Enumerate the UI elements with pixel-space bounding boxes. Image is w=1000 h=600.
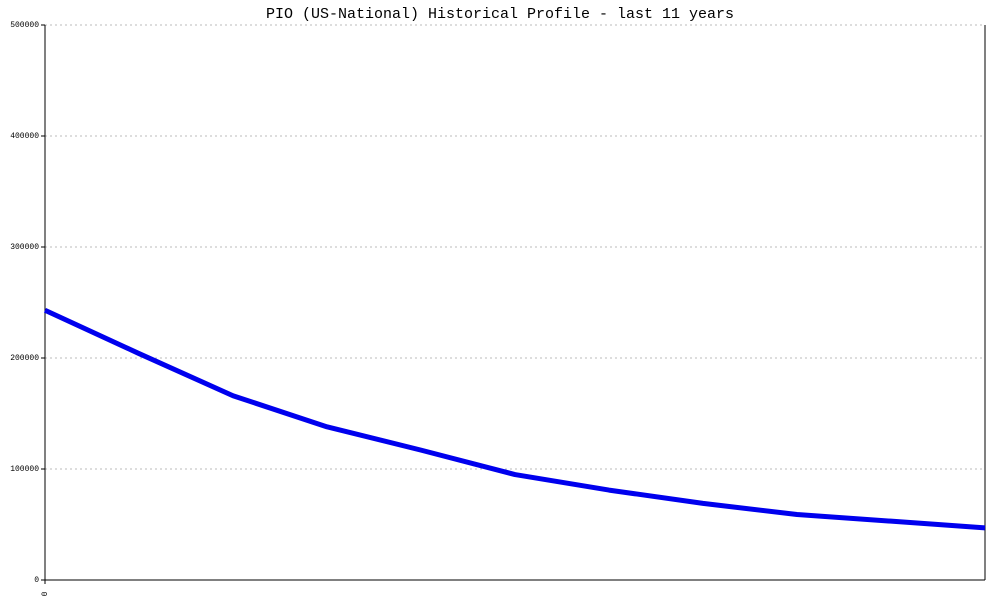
y-tick-label: 500000 — [10, 21, 39, 30]
y-tick-label: 0 — [34, 576, 39, 585]
y-tick-label: 100000 — [10, 465, 39, 474]
chart-title: PIO (US-National) Historical Profile - l… — [266, 6, 734, 23]
y-tick-label: 400000 — [10, 132, 39, 141]
data-line — [43, 307, 986, 531]
y-tick-label: 300000 — [10, 243, 39, 252]
x-tick-label: 0 — [41, 591, 50, 596]
y-tick-label: 200000 — [10, 354, 39, 363]
